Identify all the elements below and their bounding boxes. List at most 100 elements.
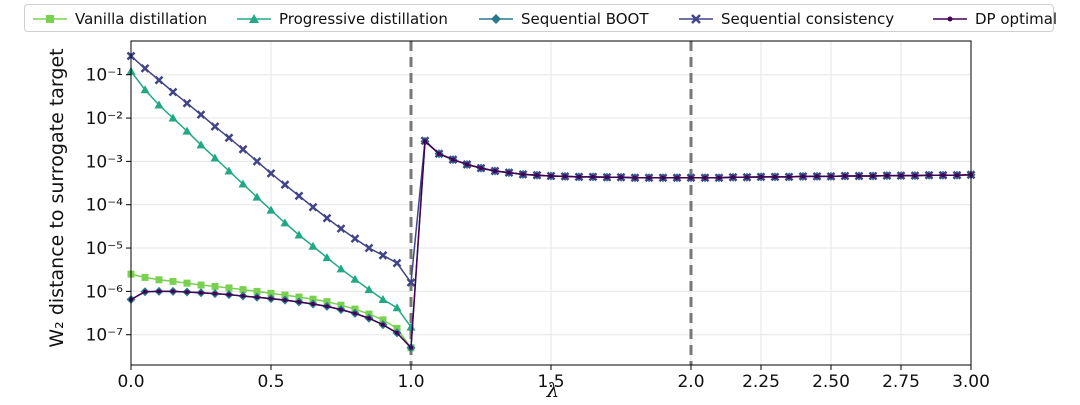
data-point [241, 294, 245, 299]
data-point [759, 174, 763, 179]
data-point [238, 144, 248, 154]
data-point [661, 175, 665, 180]
data-point [169, 277, 177, 285]
data-point [406, 278, 416, 287]
legend-label: Progressive distillation [279, 10, 448, 28]
data-point [378, 294, 388, 303]
data-point [253, 287, 261, 295]
y-tick-label: 10⁻¹ [86, 66, 123, 86]
reference-lines [409, 41, 693, 365]
data-point [392, 303, 402, 312]
data-point [423, 139, 427, 144]
legend: Vanilla distillation Progressive distill… [24, 4, 1057, 32]
x-axis-ticks: 0.0 0.5 1.0 1.5 2.0 2.25 2.50 2.75 3.00 [117, 365, 990, 392]
x-tick-label: 2.75 [882, 372, 920, 392]
data-point [507, 170, 511, 175]
x-tick-label: 1.0 [397, 372, 424, 392]
data-point [294, 191, 304, 201]
data-point [535, 173, 539, 178]
data-point [239, 286, 247, 294]
data-point [238, 179, 248, 188]
data-point [280, 218, 290, 227]
data-point [225, 284, 233, 292]
data-point [196, 110, 206, 120]
data-point [350, 274, 360, 283]
data-point [283, 298, 287, 303]
y-tick-label: 10⁻⁴ [86, 196, 124, 216]
data-point [211, 282, 219, 290]
data-point [843, 173, 847, 178]
data-point [155, 276, 163, 284]
legend-marker-x [679, 14, 713, 24]
y-tick-label: 10⁻⁷ [86, 326, 124, 346]
data-point [773, 174, 777, 179]
data-point [224, 166, 234, 175]
data-point [294, 230, 304, 239]
data-point [563, 174, 567, 179]
y-tick-label: 10⁻⁶ [86, 282, 124, 302]
data-point [451, 157, 455, 162]
data-point [549, 173, 553, 178]
x-tick-label: 1.5 [537, 372, 564, 392]
data-point [364, 285, 374, 294]
data-point [871, 173, 875, 178]
data-point [281, 291, 289, 299]
data-point [199, 290, 203, 295]
data-point [591, 174, 595, 179]
data-point [521, 172, 525, 177]
data-point [210, 153, 220, 162]
data-point [227, 292, 231, 297]
legend-marker-diamond [479, 14, 513, 24]
data-point [465, 162, 469, 167]
data-point [437, 151, 441, 156]
data-point [224, 133, 234, 143]
data-point [141, 273, 149, 281]
legend-marker-dot [933, 16, 967, 22]
data-point [325, 304, 329, 309]
data-point [297, 299, 301, 304]
data-point [689, 175, 693, 180]
data-point [717, 175, 721, 180]
data-point [927, 173, 931, 178]
legend-label: Sequential consistency [721, 10, 895, 28]
data-point [605, 175, 609, 180]
data-point [168, 113, 178, 122]
data-point [941, 173, 945, 178]
data-point [336, 264, 346, 273]
data-point [395, 330, 399, 335]
data-point [675, 175, 679, 180]
data-point [955, 173, 959, 178]
data-point [154, 75, 164, 85]
data-point [295, 293, 303, 301]
data-point [140, 64, 150, 73]
data-point [213, 291, 217, 296]
x-tick-label: 2.50 [812, 372, 850, 392]
x-tick-label: 0.0 [117, 372, 144, 392]
data-point [252, 156, 262, 166]
x-axis-label: λ [546, 378, 560, 402]
data-point [182, 98, 192, 108]
data-point [745, 175, 749, 180]
data-point [252, 192, 262, 201]
data-point [379, 316, 387, 324]
data-point [899, 173, 903, 178]
data-point [364, 243, 374, 253]
data-point [168, 87, 178, 97]
data-point [311, 302, 315, 307]
data-point [196, 140, 206, 149]
data-point [185, 289, 189, 294]
data-point [323, 298, 331, 306]
data-point [183, 279, 191, 287]
data-point [171, 289, 175, 294]
data-point [267, 289, 275, 297]
data-point [479, 166, 483, 171]
data-point [378, 250, 388, 260]
data-point [393, 324, 401, 332]
data-point [703, 175, 707, 180]
legend-label: Sequential BOOT [521, 10, 649, 28]
y-tick-label: 10⁻² [86, 109, 123, 129]
data-point [406, 322, 416, 331]
data-point [266, 205, 276, 214]
series-4 [129, 139, 973, 350]
legend-marker-square [33, 15, 67, 23]
